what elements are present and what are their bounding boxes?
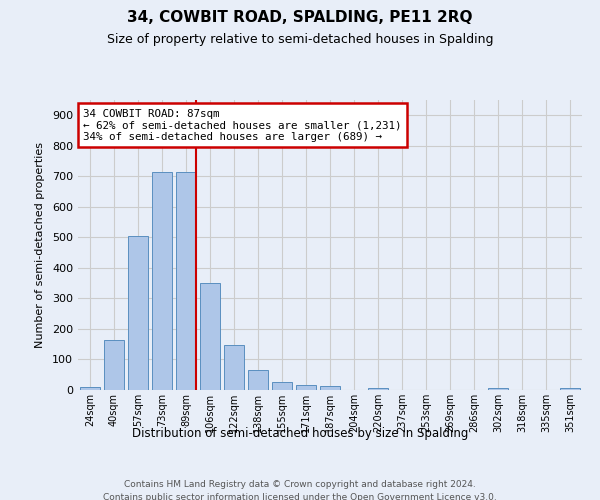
Bar	[488, 388, 508, 390]
Bar	[296, 384, 316, 390]
Bar	[80, 387, 100, 390]
Y-axis label: Number of semi-detached properties: Number of semi-detached properties	[35, 142, 45, 348]
Bar	[248, 370, 268, 390]
Bar	[272, 382, 292, 390]
Bar	[200, 283, 220, 390]
Text: 34, COWBIT ROAD, SPALDING, PE11 2RQ: 34, COWBIT ROAD, SPALDING, PE11 2RQ	[127, 10, 473, 25]
Text: 34 COWBIT ROAD: 87sqm
← 62% of semi-detached houses are smaller (1,231)
34% of s: 34 COWBIT ROAD: 87sqm ← 62% of semi-deta…	[83, 108, 401, 142]
Bar	[560, 388, 580, 390]
Bar	[104, 340, 124, 390]
Bar	[368, 388, 388, 390]
Bar	[320, 386, 340, 390]
Text: Size of property relative to semi-detached houses in Spalding: Size of property relative to semi-detach…	[107, 32, 493, 46]
Bar	[152, 172, 172, 390]
Bar	[224, 345, 244, 390]
Text: Contains public sector information licensed under the Open Government Licence v3: Contains public sector information licen…	[103, 492, 497, 500]
Text: Distribution of semi-detached houses by size in Spalding: Distribution of semi-detached houses by …	[132, 428, 468, 440]
Text: Contains HM Land Registry data © Crown copyright and database right 2024.: Contains HM Land Registry data © Crown c…	[124, 480, 476, 489]
Bar	[128, 236, 148, 390]
Bar	[176, 172, 196, 390]
